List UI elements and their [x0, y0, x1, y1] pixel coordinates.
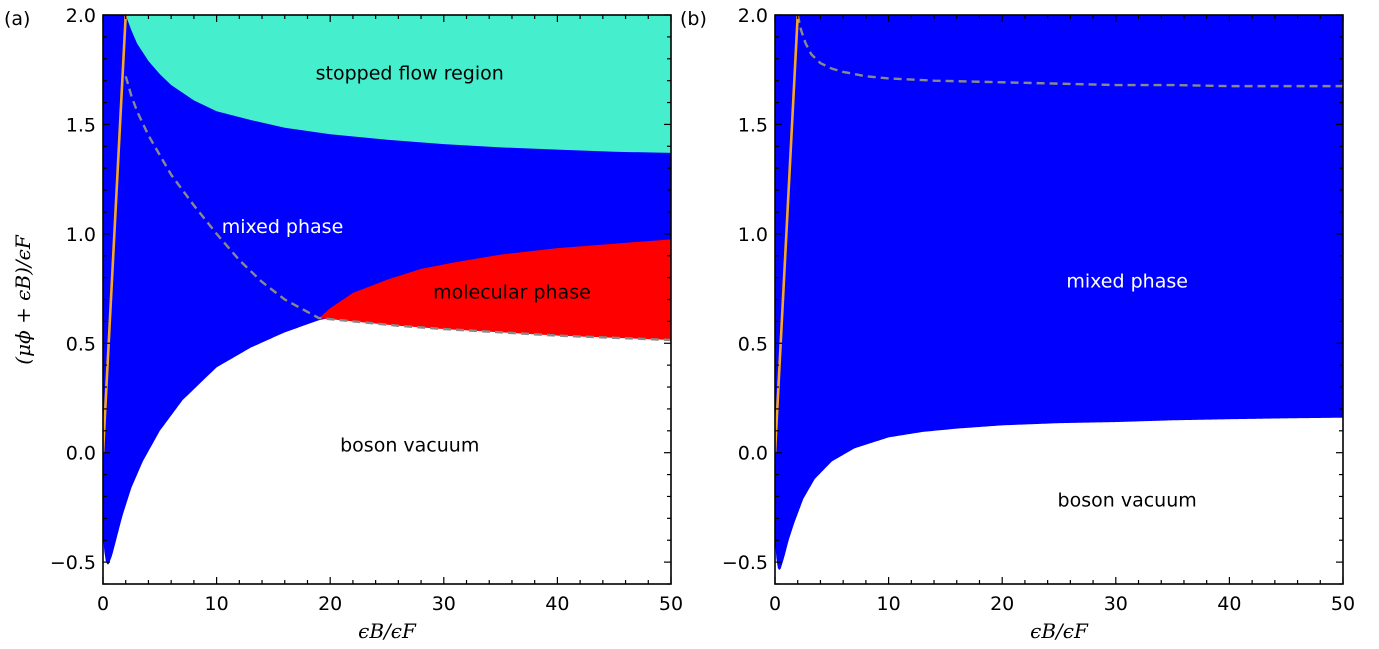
y-tick-label: 0.5 [66, 333, 96, 355]
plot-area: mixed phase boson vacuum [775, 15, 1343, 584]
dashed-boundary-line [796, 15, 1343, 88]
molecular-phase-region [318, 239, 671, 340]
y-tick-label: 0.5 [738, 333, 768, 355]
y-tick-label: 0.0 [738, 443, 768, 465]
x-tick-label: 0 [97, 593, 109, 615]
mixed-phase-region [775, 15, 1343, 571]
x-tick-label: 30 [1104, 593, 1128, 615]
y-axis-label: (μϕ + ϵB)/ϵF [11, 234, 35, 365]
axis-ticks: 0 10 20 30 40 50 −0.5 0.0 0.5 1.0 1.5 2.0 [50, 5, 683, 615]
region-label-mixed-phase: mixed phase [1066, 270, 1188, 292]
x-axis-label: ϵB/ϵF [1030, 619, 1089, 643]
y-tick-label: 1.0 [738, 224, 768, 246]
x-tick-label: 0 [769, 593, 781, 615]
x-tick-label: 40 [1217, 593, 1241, 615]
x-tick-label: 50 [1331, 593, 1355, 615]
region-label-stopped-flow-region: stopped flow region [316, 63, 504, 85]
orange-line [103, 15, 128, 453]
dashed-boundary-line [124, 75, 671, 342]
panel-a: (a) stopped flow region mixed phase molecu… [4, 5, 683, 643]
y-tick-label: 1.5 [66, 114, 96, 136]
x-tick-label: 10 [877, 593, 901, 615]
panel-b: (b) mixed phase boson vacuum 0 10 20 30 40 50 −… [680, 5, 1355, 643]
plot-area: stopped flow region mixed phase molecular … [103, 15, 671, 584]
region-label-mixed-phase: mixed phase [222, 216, 344, 238]
region-label-boson-vacuum: boson vacuum [1058, 489, 1197, 511]
y-tick-label: 0.0 [66, 443, 96, 465]
y-tick-label: 2.0 [738, 5, 768, 27]
y-tick-label: −0.5 [722, 552, 768, 574]
stopped-flow-region [125, 15, 671, 153]
x-axis-label: ϵB/ϵF [358, 619, 417, 643]
y-tick-label: 2.0 [66, 5, 96, 27]
axis-ticks: 0 10 20 30 40 50 −0.5 0.0 0.5 1.0 1.5 2.0 [722, 5, 1355, 615]
y-tick-label: −0.5 [50, 552, 96, 574]
x-tick-label: 50 [659, 593, 683, 615]
panel-letter: (b) [680, 8, 707, 30]
x-tick-label: 20 [318, 593, 342, 615]
orange-line [775, 15, 800, 453]
panel-letter: (a) [4, 8, 30, 30]
x-tick-label: 10 [205, 593, 229, 615]
y-tick-label: 1.5 [738, 114, 768, 136]
x-tick-label: 20 [990, 593, 1014, 615]
y-tick-label: 1.0 [66, 224, 96, 246]
x-tick-label: 30 [432, 593, 456, 615]
x-tick-label: 40 [545, 593, 569, 615]
region-label-molecular-phase: molecular phase [433, 281, 591, 303]
region-label-boson-vacuum: boson vacuum [340, 435, 479, 457]
